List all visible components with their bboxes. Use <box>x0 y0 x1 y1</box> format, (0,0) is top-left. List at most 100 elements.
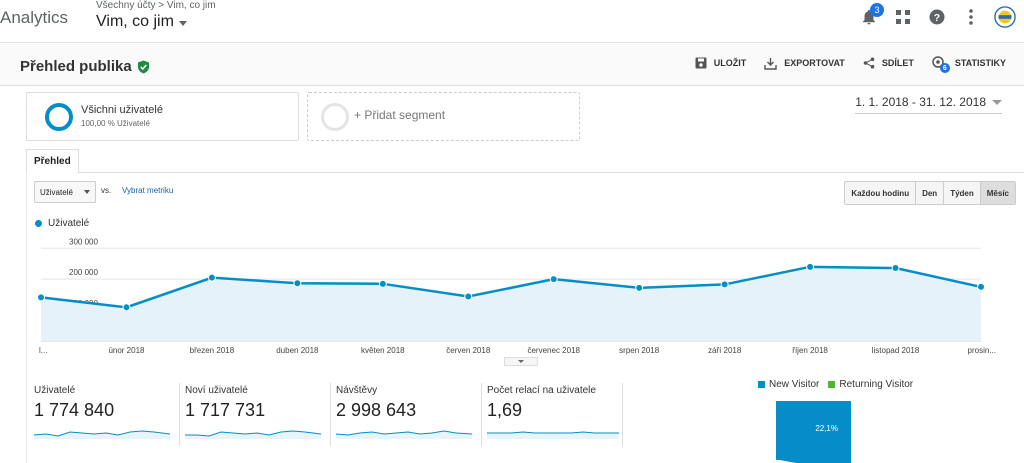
apps-grid-icon <box>896 10 910 24</box>
export-button[interactable]: EXPORTOVAT <box>764 56 845 70</box>
add-segment-button[interactable]: + Přidat segment <box>307 92 580 141</box>
y-tick-label: 300 000 <box>69 237 98 246</box>
kpi-value: 2 998 643 <box>336 400 417 420</box>
chevron-down-icon <box>518 360 524 363</box>
y-tick-label: 200 000 <box>69 268 98 277</box>
x-tick-label: březen 2018 <box>190 346 235 355</box>
kpi-label: Počet relací na uživatele <box>487 385 596 396</box>
more-menu-button[interactable] <box>960 6 982 28</box>
metric-selector[interactable]: Uživatelé <box>34 181 96 203</box>
chevron-down-icon <box>992 99 1002 105</box>
x-tick-label: říjen 2018 <box>792 346 828 355</box>
granularity-toggle: Každou hodinu Den Týden Měsíc <box>844 181 1016 205</box>
data-point <box>464 292 473 301</box>
segment-share: 100,00 % Uživatelé <box>81 119 150 128</box>
breadcrumb[interactable]: Všechny účty > Vim, co jim <box>96 0 216 11</box>
legend-swatch <box>828 381 836 388</box>
kpi-sparkline <box>185 430 321 439</box>
x-tick-label: prosin... <box>968 346 996 355</box>
visitor-type-pie: 22,1% <box>776 401 852 463</box>
date-range-picker[interactable]: 1. 1. 2018 - 31. 12. 2018 <box>855 95 1002 114</box>
pie-legend-new[interactable]: New Visitor <box>758 379 819 390</box>
pick-metric-link[interactable]: Vybrat metriku <box>122 186 174 195</box>
data-point <box>549 275 558 284</box>
insights-icon-wrap: 6 <box>932 56 950 73</box>
verified-shield-icon <box>137 60 149 73</box>
segment-placeholder-icon <box>321 103 349 131</box>
kpi-sessions[interactable]: Návštěvy 2 998 643 <box>331 383 482 446</box>
notifications-button[interactable]: 3 <box>858 3 884 28</box>
x-tick-label: květen 2018 <box>361 346 405 355</box>
data-point <box>806 262 815 271</box>
kpi-label: Uživatelé <box>34 385 76 396</box>
date-range-text: 1. 1. 2018 - 31. 12. 2018 <box>855 95 986 109</box>
data-point <box>977 282 985 291</box>
data-point <box>207 273 216 282</box>
top-icons: 3 ? <box>858 3 1016 28</box>
granularity-month[interactable]: Měsíc <box>980 182 1015 204</box>
share-button[interactable]: SDÍLET <box>863 56 914 70</box>
pie-slice-new[interactable] <box>776 401 852 463</box>
data-point <box>635 283 644 292</box>
kpi-new-users[interactable]: Noví uživatelé 1 717 731 <box>180 383 331 446</box>
kpi-value: 1,69 <box>487 400 523 420</box>
metric-selector-value: Uživatelé <box>40 187 73 197</box>
overview-panel: Uživatelé vs. Vybrat metriku Každou hodi… <box>26 173 1024 463</box>
apps-button[interactable] <box>892 6 914 28</box>
report-actions: ULOŽIT EXPORTOVAT SDÍLET 6 STATISTIKY <box>695 56 1006 73</box>
chart-range-handle[interactable] <box>504 357 538 366</box>
app-brand[interactable]: Analytics <box>0 8 69 27</box>
x-tick-label: únor 2018 <box>108 346 145 355</box>
avatar-logo-icon <box>994 6 1016 28</box>
insights-badge: 6 <box>939 63 950 73</box>
kpi-value: 1 774 840 <box>34 400 115 420</box>
notifications-badge: 3 <box>870 3 884 17</box>
legend-swatch <box>758 381 765 388</box>
kpi-value: 1 717 731 <box>185 400 266 420</box>
kpi-sparkline <box>336 430 472 439</box>
legend-marker <box>35 220 42 227</box>
kpi-sessions-per-user[interactable]: Počet relací na uživatele 1,69 <box>482 383 623 446</box>
add-segment-label: + Přidat segment <box>354 108 446 122</box>
share-icon <box>863 57 875 69</box>
pie-slice-label: 22,1% <box>815 424 838 433</box>
top-bar: Analytics Všechny účty > Vim, co jim Vim… <box>0 0 1024 43</box>
granularity-hourly[interactable]: Každou hodinu <box>845 182 917 204</box>
help-button[interactable]: ? <box>926 6 948 28</box>
insights-button[interactable]: 6 STATISTIKY <box>932 56 1006 73</box>
chevron-down-icon <box>84 190 90 194</box>
help-icon: ? <box>929 9 945 25</box>
segment-all-users[interactable]: Všichni uživatelé 100,00 % Uživatelé <box>26 92 299 141</box>
export-icon <box>764 57 777 70</box>
report-tabs: Přehled <box>26 149 1024 174</box>
report-body: Všichni uživatelé 100,00 % Uživatelé + P… <box>20 86 1024 463</box>
chart-legend: Uživatelé <box>35 218 89 229</box>
kpi-users[interactable]: Uživatelé 1 774 840 <box>29 383 180 446</box>
x-tick-label: červenec 2018 <box>527 346 580 355</box>
x-tick-label: duben 2018 <box>276 346 319 355</box>
account-selector[interactable]: Vim, co jim <box>96 13 187 31</box>
vs-label: vs. <box>101 186 112 195</box>
save-button[interactable]: ULOŽIT <box>695 56 746 70</box>
granularity-day[interactable]: Den <box>916 182 945 204</box>
page-header: Přehled publika ULOŽIT EXPORTOVAT SDÍLET… <box>0 44 1024 86</box>
kpi-label: Návštěvy <box>336 385 378 396</box>
series-line-users <box>40 265 982 309</box>
series-area <box>41 266 981 341</box>
x-tick-label: listopad 2018 <box>872 346 920 355</box>
account-avatar[interactable] <box>994 6 1016 28</box>
insights-icon <box>932 56 944 68</box>
data-point <box>891 264 900 273</box>
data-point <box>122 303 131 312</box>
granularity-week[interactable]: Týden <box>944 182 981 204</box>
data-point <box>720 280 729 289</box>
data-point <box>293 279 302 288</box>
tab-overview[interactable]: Přehled <box>26 149 79 174</box>
segment-name: Všichni uživatelé <box>81 104 163 116</box>
pie-legend-returning[interactable]: Returning Visitor <box>828 379 913 390</box>
kpi-sparkline <box>34 430 170 439</box>
x-tick-label: červen 2018 <box>446 346 491 355</box>
kpi-sparkline <box>487 431 619 439</box>
legend-label: Uživatelé <box>48 218 90 229</box>
